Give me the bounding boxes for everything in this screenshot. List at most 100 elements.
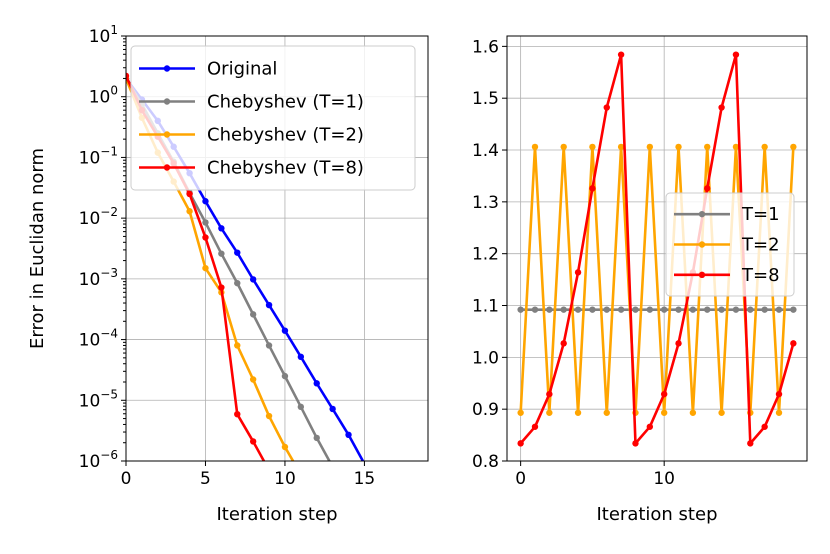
legend-item-t-8: T=8 bbox=[674, 265, 780, 286]
y-tick-label: 100 bbox=[89, 84, 118, 108]
data-point bbox=[732, 143, 740, 151]
data-point bbox=[675, 340, 682, 347]
data-point bbox=[313, 380, 320, 387]
data-point bbox=[574, 306, 582, 313]
legend-item-chebyshev-t-2: Chebyshev (T=2) bbox=[139, 125, 364, 146]
data-point bbox=[560, 306, 567, 313]
data-point bbox=[732, 306, 740, 313]
y-tick-label: 1.5 bbox=[472, 89, 499, 109]
data-point bbox=[718, 306, 725, 313]
y-tick-label: 101 bbox=[89, 23, 118, 47]
y-tick-label: 0.8 bbox=[472, 452, 499, 472]
data-point bbox=[589, 306, 596, 313]
data-point bbox=[329, 405, 336, 413]
data-point bbox=[202, 234, 209, 241]
x-tick-label: 15 bbox=[354, 469, 376, 489]
legend-label: Chebyshev (T=1) bbox=[207, 92, 364, 113]
data-point bbox=[660, 390, 668, 398]
data-point bbox=[632, 440, 639, 447]
data-point bbox=[718, 409, 725, 416]
x-axis-label: Iteration step bbox=[596, 504, 717, 525]
data-point bbox=[574, 409, 582, 416]
data-point bbox=[646, 143, 654, 151]
data-point bbox=[265, 342, 273, 349]
data-point bbox=[689, 306, 697, 313]
data-point bbox=[589, 143, 596, 151]
data-point bbox=[126, 72, 130, 80]
x-axis-label: Iteration step bbox=[216, 504, 337, 525]
data-point bbox=[234, 410, 241, 418]
data-point bbox=[265, 301, 273, 309]
data-point bbox=[517, 306, 524, 313]
data-point bbox=[704, 185, 711, 192]
data-point bbox=[249, 376, 257, 383]
legend-label: Original bbox=[207, 59, 277, 80]
legend-item-chebyshev-t-8: Chebyshev (T=8) bbox=[139, 158, 364, 179]
data-point bbox=[517, 440, 524, 447]
legend-label: T=8 bbox=[741, 265, 780, 286]
data-point bbox=[298, 471, 304, 477]
y-tick-label: 10−2 bbox=[79, 205, 118, 229]
data-point bbox=[345, 431, 352, 439]
data-point bbox=[617, 51, 625, 58]
data-point bbox=[531, 423, 539, 430]
data-point bbox=[281, 372, 289, 380]
data-point bbox=[660, 306, 668, 313]
data-point bbox=[218, 225, 225, 232]
y-tick-label: 0.9 bbox=[472, 400, 499, 420]
data-point bbox=[790, 306, 797, 313]
data-point bbox=[297, 403, 305, 411]
data-point bbox=[632, 306, 639, 313]
data-point bbox=[775, 306, 783, 313]
legend: Original Chebyshev (T=1) Chebyshev (T=2) Ch… bbox=[130, 45, 416, 191]
data-point bbox=[531, 306, 539, 313]
data-point bbox=[675, 306, 682, 313]
data-point bbox=[660, 409, 668, 416]
data-point bbox=[546, 390, 553, 398]
x-tick-label: 10 bbox=[653, 469, 675, 489]
data-point bbox=[234, 279, 241, 287]
legend-marker bbox=[163, 164, 171, 171]
plot-area bbox=[517, 51, 797, 447]
data-point bbox=[617, 143, 625, 151]
legend-item-original: Original bbox=[139, 59, 277, 80]
series-t-1 bbox=[517, 306, 797, 313]
data-point bbox=[747, 440, 754, 447]
legend-label: T=1 bbox=[741, 204, 780, 225]
x-tick-label: 5 bbox=[200, 469, 211, 489]
y-tick-label: 10−4 bbox=[79, 327, 118, 351]
data-point bbox=[603, 104, 610, 111]
data-point bbox=[560, 143, 567, 151]
legend-marker bbox=[163, 98, 171, 105]
data-point bbox=[646, 423, 654, 430]
data-point bbox=[761, 306, 768, 313]
data-point bbox=[313, 434, 320, 442]
axis-ticks: 0 5 10 15 101 100 10−1 10−2 10−3 10−4 10−5 10−6 bbox=[79, 23, 376, 489]
y-tick-label: 10−1 bbox=[79, 144, 118, 168]
data-point bbox=[775, 409, 783, 416]
data-point bbox=[790, 340, 797, 347]
left-error-plot: 0 5 10 15 101 100 10−1 10−2 10−3 10−4 10−5 10−6 Iter… bbox=[27, 23, 429, 525]
y-tick-label: 10−6 bbox=[79, 448, 118, 472]
series-line bbox=[519, 53, 795, 445]
legend-box bbox=[130, 45, 416, 191]
legend-marker bbox=[698, 210, 706, 218]
y-tick-label: 10−3 bbox=[79, 266, 118, 290]
data-point bbox=[234, 249, 241, 256]
legend-item-t-1: T=1 bbox=[674, 204, 780, 225]
data-point bbox=[329, 464, 335, 470]
data-point bbox=[281, 443, 289, 451]
right-ratio-plot: 0 10 0.8 0.9 1.0 1.1 1.2 1.3 1.4 1.5 1.6 Iteration … bbox=[472, 35, 808, 525]
data-point bbox=[265, 412, 273, 420]
legend-marker bbox=[163, 65, 171, 72]
data-point bbox=[603, 306, 610, 313]
data-point bbox=[546, 306, 553, 313]
axis-ticks: 0 10 0.8 0.9 1.0 1.1 1.2 1.3 1.4 1.5 1.6 bbox=[472, 37, 675, 489]
data-point bbox=[218, 250, 225, 257]
y-axis-label: Error in Euclidan norm bbox=[27, 148, 48, 349]
x-tick-label: 10 bbox=[274, 469, 296, 489]
data-point bbox=[186, 208, 193, 215]
data-point bbox=[202, 264, 209, 272]
data-point bbox=[732, 51, 740, 58]
